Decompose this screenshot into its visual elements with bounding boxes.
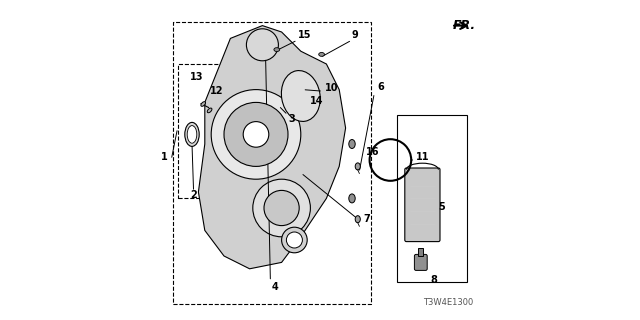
- Text: 16: 16: [366, 147, 380, 157]
- Ellipse shape: [349, 194, 355, 203]
- Ellipse shape: [282, 71, 320, 121]
- Ellipse shape: [201, 102, 205, 106]
- Circle shape: [224, 102, 288, 166]
- Circle shape: [253, 179, 310, 237]
- Bar: [419, 248, 424, 256]
- Ellipse shape: [187, 126, 197, 143]
- Text: 8: 8: [430, 275, 437, 285]
- Text: 10: 10: [325, 83, 339, 93]
- Circle shape: [243, 122, 269, 147]
- Circle shape: [211, 90, 301, 179]
- Bar: [397, 115, 467, 282]
- Text: 2: 2: [190, 190, 197, 200]
- Circle shape: [246, 29, 278, 61]
- Bar: [173, 22, 371, 304]
- Circle shape: [282, 227, 307, 253]
- Ellipse shape: [274, 48, 280, 52]
- FancyBboxPatch shape: [405, 168, 440, 242]
- Text: 12: 12: [210, 86, 223, 96]
- Circle shape: [287, 232, 302, 248]
- Ellipse shape: [185, 123, 199, 147]
- Ellipse shape: [355, 163, 360, 170]
- Ellipse shape: [319, 52, 324, 56]
- Ellipse shape: [355, 216, 360, 223]
- Ellipse shape: [349, 140, 355, 148]
- FancyBboxPatch shape: [415, 254, 428, 270]
- Text: FR.: FR.: [453, 19, 476, 32]
- Text: 5: 5: [438, 202, 445, 212]
- Text: 11: 11: [416, 152, 429, 162]
- Text: 1: 1: [161, 152, 168, 162]
- Text: 4: 4: [272, 282, 279, 292]
- Text: 7: 7: [364, 214, 370, 224]
- Text: 9: 9: [352, 30, 359, 40]
- Circle shape: [264, 190, 300, 226]
- Text: 15: 15: [298, 30, 311, 40]
- Text: 13: 13: [191, 72, 204, 82]
- Text: T3W4E1300: T3W4E1300: [423, 298, 474, 307]
- Bar: [178, 64, 234, 198]
- Text: 14: 14: [310, 96, 324, 106]
- Polygon shape: [198, 26, 346, 269]
- Text: 6: 6: [378, 82, 385, 92]
- Text: 3: 3: [288, 114, 295, 124]
- Ellipse shape: [207, 108, 212, 113]
